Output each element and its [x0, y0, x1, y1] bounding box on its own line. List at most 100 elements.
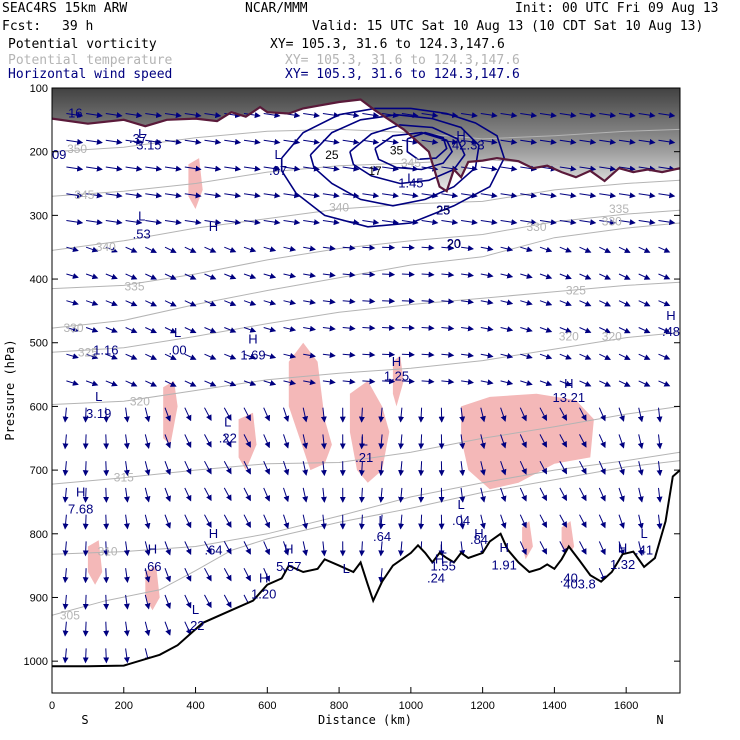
wind-vector: [421, 378, 435, 385]
x-tick-label: 400: [186, 700, 204, 712]
wind-vector: [378, 487, 385, 503]
wind-speed-label: 25: [325, 148, 339, 162]
wind-vector: [164, 461, 171, 476]
field-label-theta: Potential temperature: [8, 53, 173, 68]
wind-vector: [283, 138, 301, 145]
wind-vector: [164, 192, 182, 199]
wind-vector: [579, 246, 592, 253]
wind-vector: [539, 514, 547, 528]
wind-vector: [184, 219, 202, 226]
wind-vector: [145, 246, 158, 253]
wind-vector: [184, 407, 192, 422]
extremum-label: .22: [219, 430, 237, 445]
extremum-label: .00: [169, 342, 187, 357]
wind-vector: [164, 514, 171, 529]
wind-vector: [480, 434, 486, 450]
wind-vector: [656, 407, 663, 423]
wind-vector: [618, 112, 636, 119]
wind-vector: [480, 272, 494, 279]
wind-vector: [519, 460, 527, 475]
y-tick-label: 1000: [24, 656, 48, 668]
wind-vector: [559, 327, 572, 333]
wind-vector: [599, 165, 617, 172]
theta-label: 335: [609, 202, 629, 216]
wind-vector: [637, 434, 644, 450]
wind-vector: [658, 273, 671, 280]
wind-vector: [459, 434, 466, 450]
wind-vector: [599, 380, 612, 387]
wind-vector: [243, 567, 251, 582]
wind-vector: [362, 165, 380, 172]
wind-vector: [382, 219, 399, 226]
wind-vector: [500, 407, 507, 422]
wind-vector: [145, 273, 158, 280]
wind-vector: [461, 112, 478, 119]
wind-vector: [500, 112, 518, 119]
wind-vector: [82, 407, 89, 423]
wind-vector: [82, 434, 89, 450]
wind-vector: [500, 245, 514, 252]
wind-vector: [638, 112, 656, 119]
extremum-label: 7.68: [68, 502, 93, 517]
wind-vector: [637, 461, 644, 476]
wind-vector: [658, 300, 671, 307]
theta-label: 315: [114, 471, 134, 485]
wind-vector: [559, 246, 572, 253]
theta-label: 345: [401, 156, 421, 170]
wind-vector: [421, 298, 435, 305]
wind-vector: [302, 514, 309, 530]
wind-vector: [378, 541, 385, 557]
theta-contour-305: [52, 460, 680, 616]
wind-vector: [145, 353, 158, 360]
wind-vector: [62, 434, 69, 450]
wind-vector: [342, 138, 360, 145]
wind-vector: [342, 244, 356, 251]
wind-vector: [398, 407, 405, 423]
wind-vector: [204, 300, 217, 307]
wind-vector: [398, 461, 405, 477]
terrain-line: [52, 469, 680, 668]
extremum-label: .48: [662, 324, 680, 339]
wind-vector: [66, 353, 79, 360]
wind-vector: [283, 219, 301, 226]
wind-vector: [618, 327, 631, 334]
extremum-label: H: [564, 376, 573, 391]
wind-vector: [86, 165, 103, 172]
wind-vector: [322, 298, 336, 305]
wind-vector: [382, 165, 399, 172]
wind-vector: [559, 300, 572, 307]
wind-vector: [480, 487, 486, 503]
wind-vector: [401, 219, 419, 226]
wind-vector: [223, 407, 232, 421]
wind-vector: [204, 541, 212, 555]
wind-vector: [62, 487, 69, 503]
wind-vector: [164, 407, 171, 422]
wind-vector: [322, 352, 336, 359]
axis-ticks-layer: 0 200 400 600 800 1000 1200 1400 1600 100 200 300 40…: [24, 83, 680, 712]
wind-vector: [144, 568, 151, 583]
wind-vector: [401, 244, 415, 251]
wind-vector: [599, 353, 612, 360]
wind-vector: [599, 112, 617, 119]
wind-vector: [421, 219, 439, 226]
theta-label: 350: [67, 142, 87, 156]
wind-vector: [85, 300, 99, 306]
theta-label: 320: [130, 394, 150, 408]
wind-vector: [82, 461, 89, 477]
wind-vector: [82, 541, 89, 557]
wind-vector: [421, 351, 435, 358]
wind-vector: [144, 461, 151, 476]
wind-vector: [62, 407, 69, 423]
wind-vector: [520, 138, 538, 145]
wind-vector: [382, 351, 396, 358]
wind-vector: [480, 461, 486, 476]
wind-vector: [618, 192, 636, 199]
wind-vector: [480, 245, 494, 252]
extremum-label: H: [76, 484, 85, 499]
wind-vector: [539, 219, 557, 226]
wind-vector: [480, 379, 494, 386]
wind-vector: [125, 300, 138, 307]
wind-vector: [243, 434, 251, 448]
wind-vector: [637, 541, 644, 557]
wind-vector: [62, 514, 69, 530]
